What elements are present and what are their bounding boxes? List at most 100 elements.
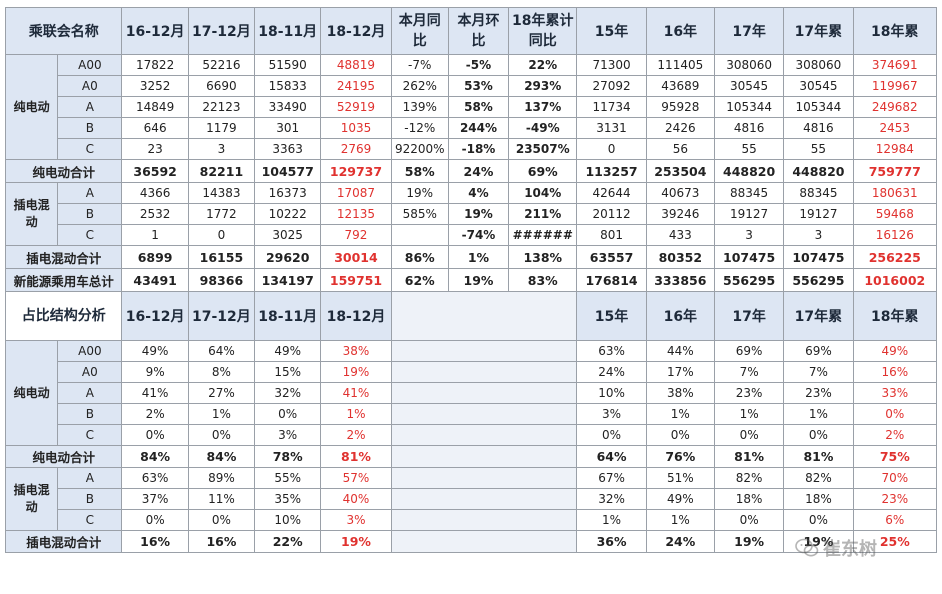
- value-cell: ######: [508, 224, 578, 246]
- percent-cell: 78%: [254, 445, 322, 468]
- value-cell: 19127: [713, 203, 785, 225]
- ev-row: B 646 1179 301 1035 -12% 244% -49% 3131 2426 4816 4…: [6, 117, 938, 139]
- percent-cell: 0%: [576, 424, 647, 446]
- empty-cell: [390, 291, 578, 341]
- percent-cell: 51%: [645, 467, 715, 489]
- empty-cell: [390, 424, 578, 446]
- value-cell: 249682: [852, 96, 938, 118]
- total-value-cell: 29620: [254, 245, 322, 269]
- total-value-cell: 62%: [390, 268, 449, 292]
- empty-cell: [390, 403, 578, 425]
- value-cell: 111405: [645, 54, 715, 76]
- class-label: B: [57, 488, 123, 510]
- total-value-cell: 104577: [254, 159, 322, 183]
- value-cell: 3131: [576, 117, 647, 139]
- percent-cell: 1%: [645, 509, 715, 531]
- percent-cell: 49%: [852, 340, 938, 362]
- percent-cell: 2%: [852, 424, 938, 446]
- class-label: B: [57, 403, 123, 425]
- phev-share-row: C 0% 0% 10% 3% 1% 1% 0% 0% 6%: [6, 509, 938, 531]
- percent-cell: 19%: [320, 530, 392, 553]
- percent-cell: 0%: [645, 424, 715, 446]
- class-label: B: [57, 203, 123, 225]
- column-header: 18-11月: [254, 291, 322, 341]
- column-header: 16年: [645, 291, 715, 341]
- value-cell: 19%: [390, 182, 449, 204]
- percent-cell: 18%: [783, 488, 854, 510]
- total-label: 新能源乘用车总计: [4, 268, 123, 292]
- percent-cell: 0%: [783, 424, 854, 446]
- value-cell: 6690: [187, 75, 256, 97]
- total-value-cell: 82211: [187, 159, 256, 183]
- percent-cell: 55%: [254, 467, 322, 489]
- percent-cell: 23%: [852, 488, 938, 510]
- sales-section: 乘联会名称 16-12月 17-12月 18-11月 18-12月 本月同比 本…: [4, 7, 938, 292]
- percent-cell: 23%: [713, 382, 785, 404]
- value-cell: 11734: [576, 96, 647, 118]
- class-label: B: [57, 117, 123, 139]
- group-label: 插电混动: [4, 182, 59, 246]
- class-label: A00: [57, 340, 123, 362]
- value-cell: 293%: [508, 75, 578, 97]
- total-value-cell: 107475: [783, 245, 854, 269]
- class-label: C: [57, 138, 123, 160]
- empty-cell: [390, 509, 578, 531]
- value-cell: 30545: [713, 75, 785, 97]
- percent-cell: 32%: [254, 382, 322, 404]
- column-header: 18-11月: [254, 7, 322, 55]
- value-cell: 92200%: [390, 138, 449, 160]
- value-cell: 56: [645, 138, 715, 160]
- header-row: 乘联会名称 16-12月 17-12月 18-11月 18-12月 本月同比 本…: [4, 7, 938, 55]
- percent-cell: 64%: [187, 340, 256, 362]
- percent-cell: 6%: [852, 509, 938, 531]
- value-cell: 244%: [447, 117, 510, 139]
- value-cell: -18%: [447, 138, 510, 160]
- structure-header-row: 占比结构分析 16-12月 17-12月 18-11月 18-12月 15年 16年 17年 1…: [4, 291, 938, 341]
- value-cell: 3252: [121, 75, 189, 97]
- value-cell: 801: [576, 224, 647, 246]
- percent-cell: 1%: [713, 403, 785, 425]
- value-cell: 119967: [852, 75, 938, 97]
- percent-cell: 44%: [645, 340, 715, 362]
- percent-cell: 1%: [187, 403, 256, 425]
- percent-cell: 17%: [645, 361, 715, 383]
- percent-cell: 32%: [576, 488, 647, 510]
- percent-cell: 11%: [187, 488, 256, 510]
- value-cell: 4816: [783, 117, 854, 139]
- percent-cell: 0%: [121, 509, 189, 531]
- percent-cell: 49%: [121, 340, 189, 362]
- value-cell: 104%: [508, 182, 578, 204]
- value-cell: 52919: [320, 96, 392, 118]
- percent-cell: 0%: [187, 424, 256, 446]
- empty-cell: [390, 530, 578, 553]
- percent-cell: 70%: [852, 467, 938, 489]
- percent-cell: 57%: [320, 467, 392, 489]
- value-cell: -12%: [390, 117, 449, 139]
- value-cell: 19%: [447, 203, 510, 225]
- structure-section: 占比结构分析 16-12月 17-12月 18-11月 18-12月 15年 16年 17年 1…: [4, 291, 938, 553]
- total-value-cell: 138%: [508, 245, 578, 269]
- percent-cell: 23%: [783, 382, 854, 404]
- empty-cell: [390, 488, 578, 510]
- total-value-cell: 1016002: [852, 268, 938, 292]
- ev-total-row: 纯电动合计 36592 82211 104577 129737 58% 24% 69% 1132…: [4, 159, 938, 183]
- percent-cell: 1%: [783, 403, 854, 425]
- column-header: 本月环比: [447, 7, 510, 55]
- total-label: 插电混动合计: [4, 530, 123, 553]
- percent-cell: 9%: [121, 361, 189, 383]
- percent-cell: 1%: [320, 403, 392, 425]
- percent-cell: 0%: [121, 424, 189, 446]
- percent-cell: 3%: [576, 403, 647, 425]
- value-cell: 39246: [645, 203, 715, 225]
- phev-share-total-row: 插电混动合计 16% 16% 22% 19% 36% 24% 19% 19% 25%: [4, 530, 938, 553]
- name-column-header: 乘联会名称: [4, 7, 123, 55]
- class-label: A: [57, 382, 123, 404]
- value-cell: 71300: [576, 54, 647, 76]
- total-label: 纯电动合计: [4, 445, 123, 468]
- column-header: 15年: [576, 7, 647, 55]
- total-value-cell: 129737: [320, 159, 392, 183]
- group-label: 插电混动: [4, 467, 59, 531]
- total-value-cell: 98366: [187, 268, 256, 292]
- percent-cell: 0%: [783, 509, 854, 531]
- percent-cell: 81%: [713, 445, 785, 468]
